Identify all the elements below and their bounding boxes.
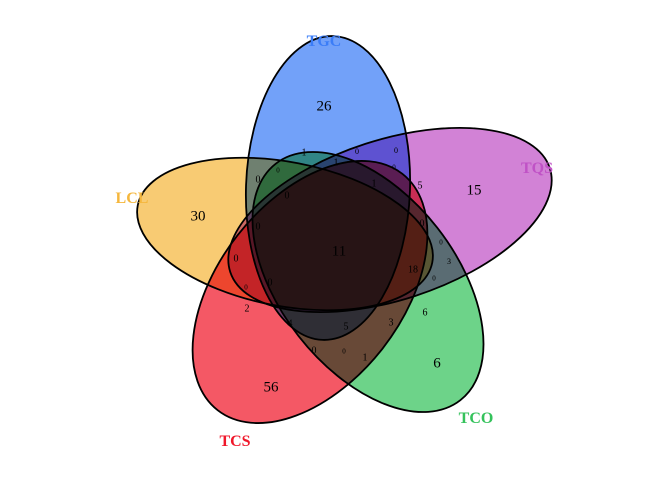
- region-count: 30: [191, 208, 206, 224]
- region-count: 0: [432, 275, 436, 283]
- region-count: 15: [467, 182, 482, 198]
- region-count: 18: [408, 264, 418, 275]
- region-count: 1: [334, 157, 339, 168]
- set-ellipses: [136, 35, 553, 424]
- region-count: 1: [302, 147, 307, 158]
- region-count: 0: [342, 348, 346, 356]
- region-counts: 26 15 6 56 30 11 1 0 1 0 0 1 5 0 0 0 0 0…: [191, 98, 482, 395]
- region-count: 0: [244, 284, 248, 292]
- region-count: 1: [372, 178, 377, 189]
- region-count: 0: [256, 221, 261, 232]
- region-count: 3: [447, 257, 451, 266]
- set-label-tqs: TQS: [521, 160, 553, 177]
- region-count: 5: [418, 180, 423, 191]
- region-count: 26: [317, 98, 333, 114]
- region-count: 0: [394, 146, 398, 155]
- region-count: 0: [276, 167, 280, 175]
- region-count: 6: [433, 355, 441, 371]
- region-count: 3: [389, 317, 394, 328]
- ellipse-lcl: [136, 156, 434, 312]
- set-label-tgc: TGC: [307, 33, 342, 50]
- region-count: 0: [392, 164, 396, 172]
- region-count: 1: [363, 352, 368, 363]
- region-count: 2: [245, 303, 250, 314]
- region-count: 0: [355, 147, 359, 156]
- set-label-lcl: LCL: [116, 190, 149, 207]
- region-count: 4: [288, 318, 293, 329]
- region-count: 0: [420, 218, 425, 229]
- region-count: 11: [332, 243, 346, 259]
- region-count: 0: [285, 190, 290, 201]
- region-count: 5: [344, 321, 349, 332]
- region-count: 0: [312, 345, 317, 356]
- region-count: 0: [268, 277, 273, 288]
- set-label-tcs: TCS: [219, 433, 250, 450]
- region-count: 0: [439, 239, 443, 247]
- region-count: 0: [234, 253, 239, 264]
- region-count: 56: [264, 379, 280, 395]
- set-label-tco: TCO: [459, 410, 494, 427]
- region-count: 0: [256, 174, 261, 185]
- region-count: 6: [423, 307, 428, 318]
